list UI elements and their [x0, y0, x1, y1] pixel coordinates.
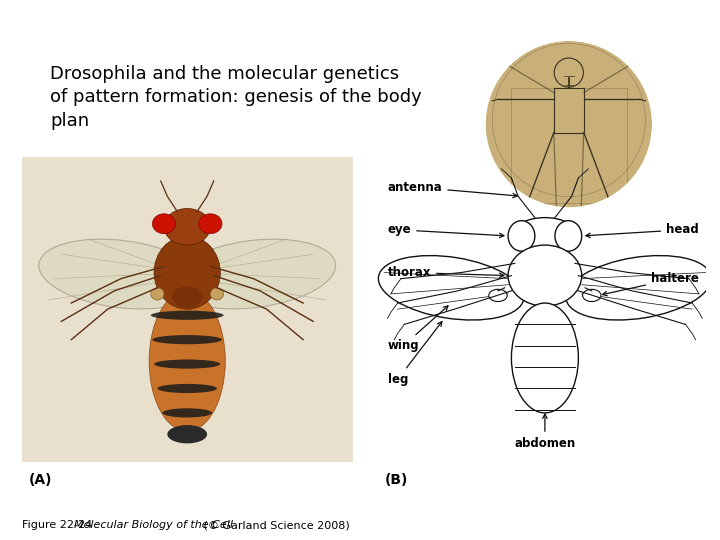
Text: (A): (A) — [29, 472, 53, 487]
Ellipse shape — [489, 289, 507, 301]
Ellipse shape — [164, 208, 210, 245]
Text: antenna: antenna — [387, 180, 517, 198]
Ellipse shape — [511, 303, 578, 413]
Ellipse shape — [511, 218, 578, 254]
Ellipse shape — [150, 288, 164, 300]
Text: abdomen: abdomen — [514, 414, 575, 450]
Ellipse shape — [154, 360, 220, 369]
Ellipse shape — [172, 286, 202, 308]
Circle shape — [485, 41, 652, 207]
Text: Molecular Biology of the Cell: Molecular Biology of the Cell — [74, 520, 233, 530]
Ellipse shape — [154, 236, 220, 309]
Ellipse shape — [582, 289, 601, 301]
Text: Drosophila and the molecular genetics
of pattern formation: genesis of the body
: Drosophila and the molecular genetics of… — [50, 65, 422, 130]
Ellipse shape — [162, 408, 212, 417]
Text: haltere: haltere — [603, 272, 699, 296]
Ellipse shape — [158, 384, 217, 393]
Text: (B): (B) — [385, 472, 408, 487]
Ellipse shape — [210, 288, 224, 300]
Ellipse shape — [508, 221, 535, 251]
Ellipse shape — [153, 335, 222, 344]
Text: Figure 22-24: Figure 22-24 — [22, 520, 99, 530]
Ellipse shape — [167, 425, 207, 443]
Text: (© Garland Science 2008): (© Garland Science 2008) — [200, 520, 350, 530]
Ellipse shape — [555, 221, 582, 251]
Ellipse shape — [508, 245, 582, 306]
Text: leg: leg — [387, 322, 442, 386]
Ellipse shape — [199, 214, 222, 234]
Text: thorax: thorax — [387, 266, 504, 279]
Text: wing: wing — [387, 306, 448, 352]
Text: eye: eye — [387, 224, 504, 238]
Ellipse shape — [566, 255, 711, 320]
Ellipse shape — [379, 255, 524, 320]
Ellipse shape — [153, 214, 176, 234]
Ellipse shape — [150, 310, 224, 320]
Text: head: head — [586, 224, 699, 238]
Ellipse shape — [149, 291, 225, 431]
Ellipse shape — [171, 239, 336, 309]
Ellipse shape — [39, 239, 203, 309]
